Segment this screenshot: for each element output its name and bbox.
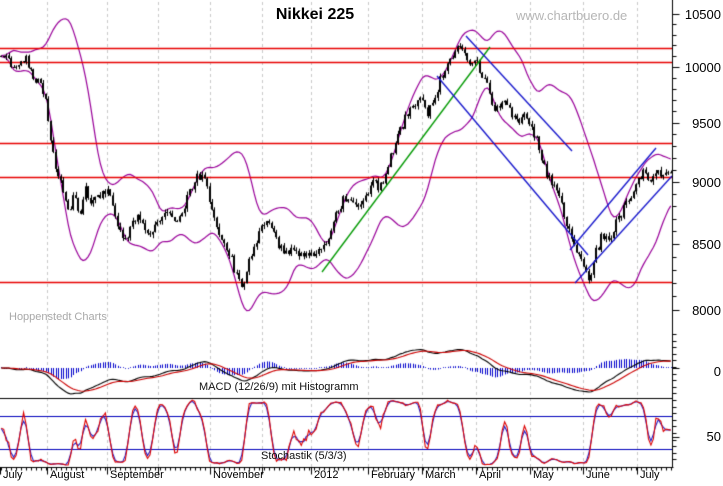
price-axis-label: 9000	[692, 174, 721, 190]
macd-panel-label: MACD (12/26/9) mit Histogramm	[199, 381, 359, 393]
month-axis-label: February	[371, 469, 416, 481]
watermark-text: www.chartbuero.de	[516, 8, 628, 23]
month-axis-label: August	[50, 469, 85, 481]
chart-title: Nikkei 225	[275, 6, 355, 23]
stochastic-panel-label: Stochastik (5/3/3)	[261, 450, 347, 462]
branding-text: Hoppenstedt Charts	[9, 311, 107, 323]
month-axis-label: November	[213, 469, 264, 481]
month-axis-label: July	[3, 469, 23, 481]
price-axis-label: 10500	[684, 6, 721, 22]
month-axis-label: September	[110, 469, 164, 481]
stochastic-mid-label: 50	[706, 429, 721, 444]
month-axis-label: April	[479, 469, 502, 481]
price-axis-label: 8500	[692, 236, 721, 252]
month-axis-label: July	[640, 469, 660, 481]
month-axis-label: June	[586, 469, 610, 481]
price-axis-label: 10000	[684, 59, 721, 75]
macd-zero-label: 0	[713, 364, 721, 379]
month-axis-label: March	[425, 469, 456, 481]
price-axis-label: 8000	[692, 302, 721, 318]
month-axis-label: 2012	[314, 469, 339, 481]
price-axis-label: 9500	[692, 115, 721, 131]
month-axis-label: May	[533, 469, 554, 481]
